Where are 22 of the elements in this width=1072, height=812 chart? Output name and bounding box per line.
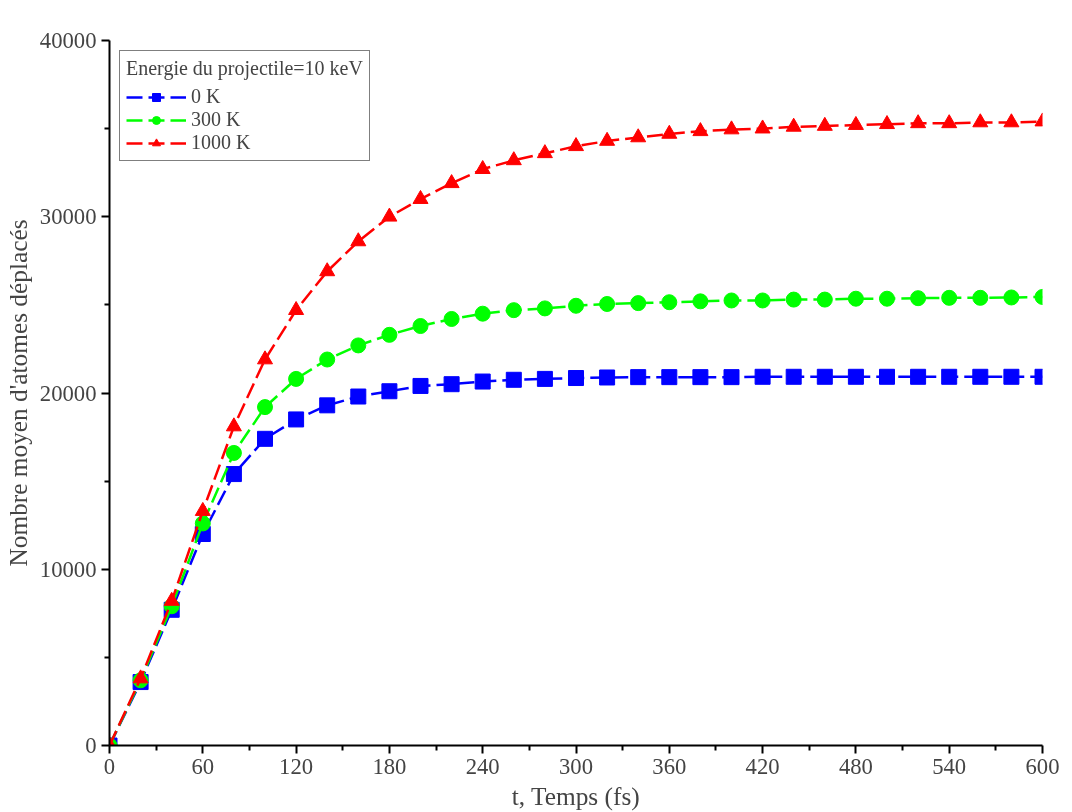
y-axis-title: Nombre moyen d'atomes déplacés: [3, 219, 32, 567]
x-tick-label: 300: [559, 753, 593, 779]
x-tick-label: 240: [465, 753, 500, 779]
x-tick-label: 480: [838, 753, 873, 779]
y-tick-label: 20000: [39, 380, 97, 406]
y-tick-label: 0: [85, 733, 97, 758]
x-tick-label: 180: [372, 753, 407, 779]
x-tick-label: 540: [932, 753, 967, 779]
legend-label: 1000 K: [191, 131, 251, 154]
y-tick-label: 30000: [39, 204, 97, 230]
x-tick-label: 360: [652, 753, 687, 779]
x-axis-title: t, Temps (fs): [511, 781, 640, 811]
x-tick-label: 420: [745, 753, 780, 779]
x-tick-label: 120: [279, 753, 314, 779]
y-tick-label: 40000: [39, 28, 97, 53]
legend-label: 0 K: [191, 85, 221, 108]
legend-label: 300 K: [191, 108, 241, 131]
x-tick-label: 600: [1025, 753, 1060, 779]
legend-title: Energie du projectile=10 keV: [126, 57, 363, 80]
x-tick-label: 0: [103, 753, 116, 779]
x-tick-label: 60: [191, 753, 215, 779]
y-tick-label: 10000: [39, 556, 97, 582]
